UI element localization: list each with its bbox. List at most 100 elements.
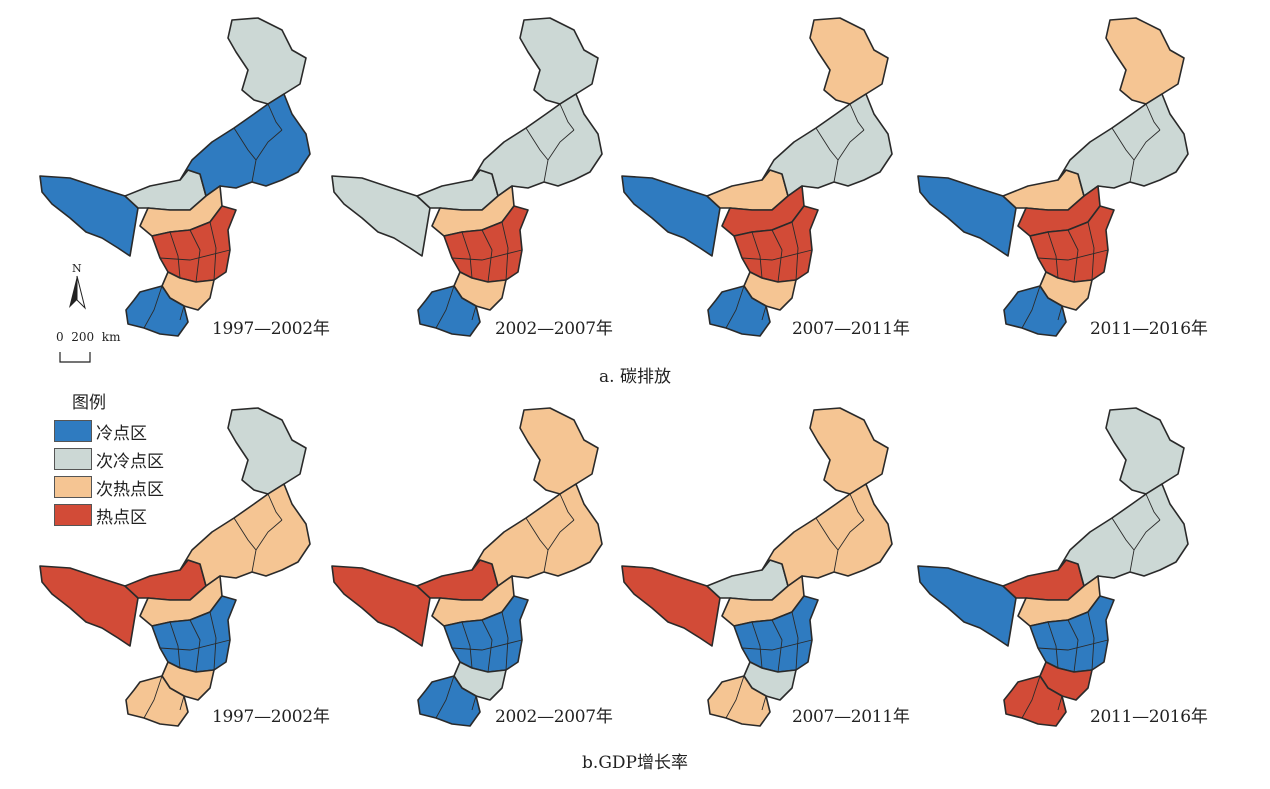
region-center-north bbox=[1002, 559, 1085, 601]
district-boundary bbox=[451, 639, 523, 651]
district-boundary bbox=[471, 305, 477, 321]
district-boundary bbox=[497, 575, 529, 587]
district-boundary bbox=[267, 493, 283, 521]
period-label: 2002—2007年 bbox=[495, 707, 613, 727]
district-boundary bbox=[823, 89, 837, 101]
region-south bbox=[707, 285, 771, 337]
district-boundary bbox=[543, 129, 575, 183]
north-label: N bbox=[72, 262, 82, 275]
district-boundary bbox=[1087, 611, 1095, 671]
row-caption-gdp: b.GDP增长率 bbox=[582, 753, 688, 773]
district-boundary bbox=[1129, 129, 1161, 183]
district-boundary bbox=[159, 249, 231, 261]
district-boundary bbox=[815, 127, 839, 161]
region-northeast bbox=[519, 407, 599, 495]
map-panel-gdp-2007-2011: 2007—2011年 bbox=[612, 400, 912, 740]
district-boundary bbox=[143, 675, 163, 719]
district-boundary bbox=[1119, 89, 1133, 101]
district-boundary bbox=[525, 517, 549, 551]
region-west bbox=[39, 175, 139, 257]
district-boundary bbox=[1047, 231, 1059, 279]
district-boundary bbox=[1087, 221, 1095, 281]
region-south bbox=[417, 285, 481, 337]
region-south bbox=[125, 285, 189, 337]
district-boundary bbox=[833, 519, 865, 573]
district-boundary bbox=[1021, 285, 1041, 329]
map-panel-carbon-2002-2007: 2002—2007年 bbox=[322, 10, 622, 350]
legend-swatch bbox=[54, 476, 92, 498]
district-boundary bbox=[251, 129, 283, 183]
region-northeast bbox=[809, 17, 889, 105]
region-west bbox=[39, 565, 139, 647]
district-boundary bbox=[559, 493, 575, 521]
district-boundary bbox=[209, 221, 217, 281]
district-boundary bbox=[771, 619, 783, 673]
district-boundary bbox=[241, 479, 255, 491]
district-boundary bbox=[559, 103, 575, 131]
district-boundary bbox=[741, 249, 813, 261]
legend: 图例 冷点区 次冷点区 次热点区 热点区 bbox=[54, 388, 164, 529]
map-panel-carbon-1997-2002: 1997—2002年 bbox=[30, 10, 330, 350]
region-west bbox=[917, 565, 1017, 647]
region-northeast bbox=[809, 407, 889, 495]
district-boundary bbox=[179, 695, 185, 711]
region-center-north bbox=[1002, 169, 1085, 211]
district-boundary bbox=[233, 127, 257, 161]
region-south bbox=[1003, 675, 1067, 727]
district-boundary bbox=[761, 305, 767, 321]
region-map bbox=[331, 407, 603, 727]
district-boundary bbox=[189, 619, 201, 673]
district-boundary bbox=[205, 185, 237, 197]
period-label: 1997—2002年 bbox=[212, 319, 330, 339]
district-boundary bbox=[435, 285, 455, 329]
map-panel-gdp-1997-2002: 1997—2002年 bbox=[30, 400, 330, 740]
map-panel-gdp-2011-2016: 2011—2016年 bbox=[908, 400, 1208, 740]
region-center-north bbox=[124, 169, 207, 211]
district-boundary bbox=[189, 229, 201, 283]
district-boundary bbox=[1067, 619, 1079, 673]
district-boundary bbox=[1057, 305, 1063, 321]
period-label: 2007—2011年 bbox=[792, 707, 910, 727]
legend-label: 冷点区 bbox=[96, 423, 147, 444]
district-boundary bbox=[159, 639, 231, 651]
district-boundary bbox=[791, 611, 799, 671]
district-boundary bbox=[751, 231, 763, 279]
scale-label: 0 200 km bbox=[56, 330, 121, 344]
region-south bbox=[707, 675, 771, 727]
region-west bbox=[621, 175, 721, 257]
period-label: 1997—2002年 bbox=[212, 707, 330, 727]
region-west bbox=[331, 565, 431, 647]
region-center-north bbox=[706, 169, 789, 211]
region-west bbox=[331, 175, 431, 257]
period-label: 2011—2016年 bbox=[1090, 319, 1208, 339]
district-boundary bbox=[761, 695, 767, 711]
legend-label: 次热点区 bbox=[96, 479, 164, 500]
district-boundary bbox=[1083, 185, 1115, 197]
district-boundary bbox=[497, 185, 529, 197]
district-boundary bbox=[241, 89, 255, 101]
district-boundary bbox=[533, 89, 547, 101]
region-center-north bbox=[416, 559, 499, 601]
district-boundary bbox=[481, 229, 493, 283]
district-boundary bbox=[1145, 493, 1161, 521]
district-boundary bbox=[233, 517, 257, 551]
district-boundary bbox=[501, 221, 509, 281]
district-boundary bbox=[833, 129, 865, 183]
region-west bbox=[621, 565, 721, 647]
region-south bbox=[1003, 285, 1067, 337]
district-boundary bbox=[791, 221, 799, 281]
district-boundary bbox=[1047, 621, 1059, 669]
legend-item-hot: 热点区 bbox=[54, 501, 164, 529]
period-label: 2002—2007年 bbox=[495, 319, 613, 339]
district-boundary bbox=[725, 285, 745, 329]
district-boundary bbox=[1129, 519, 1161, 573]
region-center-north bbox=[706, 559, 789, 601]
legend-label: 热点区 bbox=[96, 507, 147, 528]
legend-item-cold: 冷点区 bbox=[54, 417, 164, 445]
scale-bar: 0 200 km bbox=[54, 330, 144, 370]
district-boundary bbox=[205, 575, 237, 587]
district-boundary bbox=[179, 305, 185, 321]
map-panel-carbon-2011-2016: 2011—2016年 bbox=[908, 10, 1208, 350]
region-northeast bbox=[227, 17, 307, 105]
